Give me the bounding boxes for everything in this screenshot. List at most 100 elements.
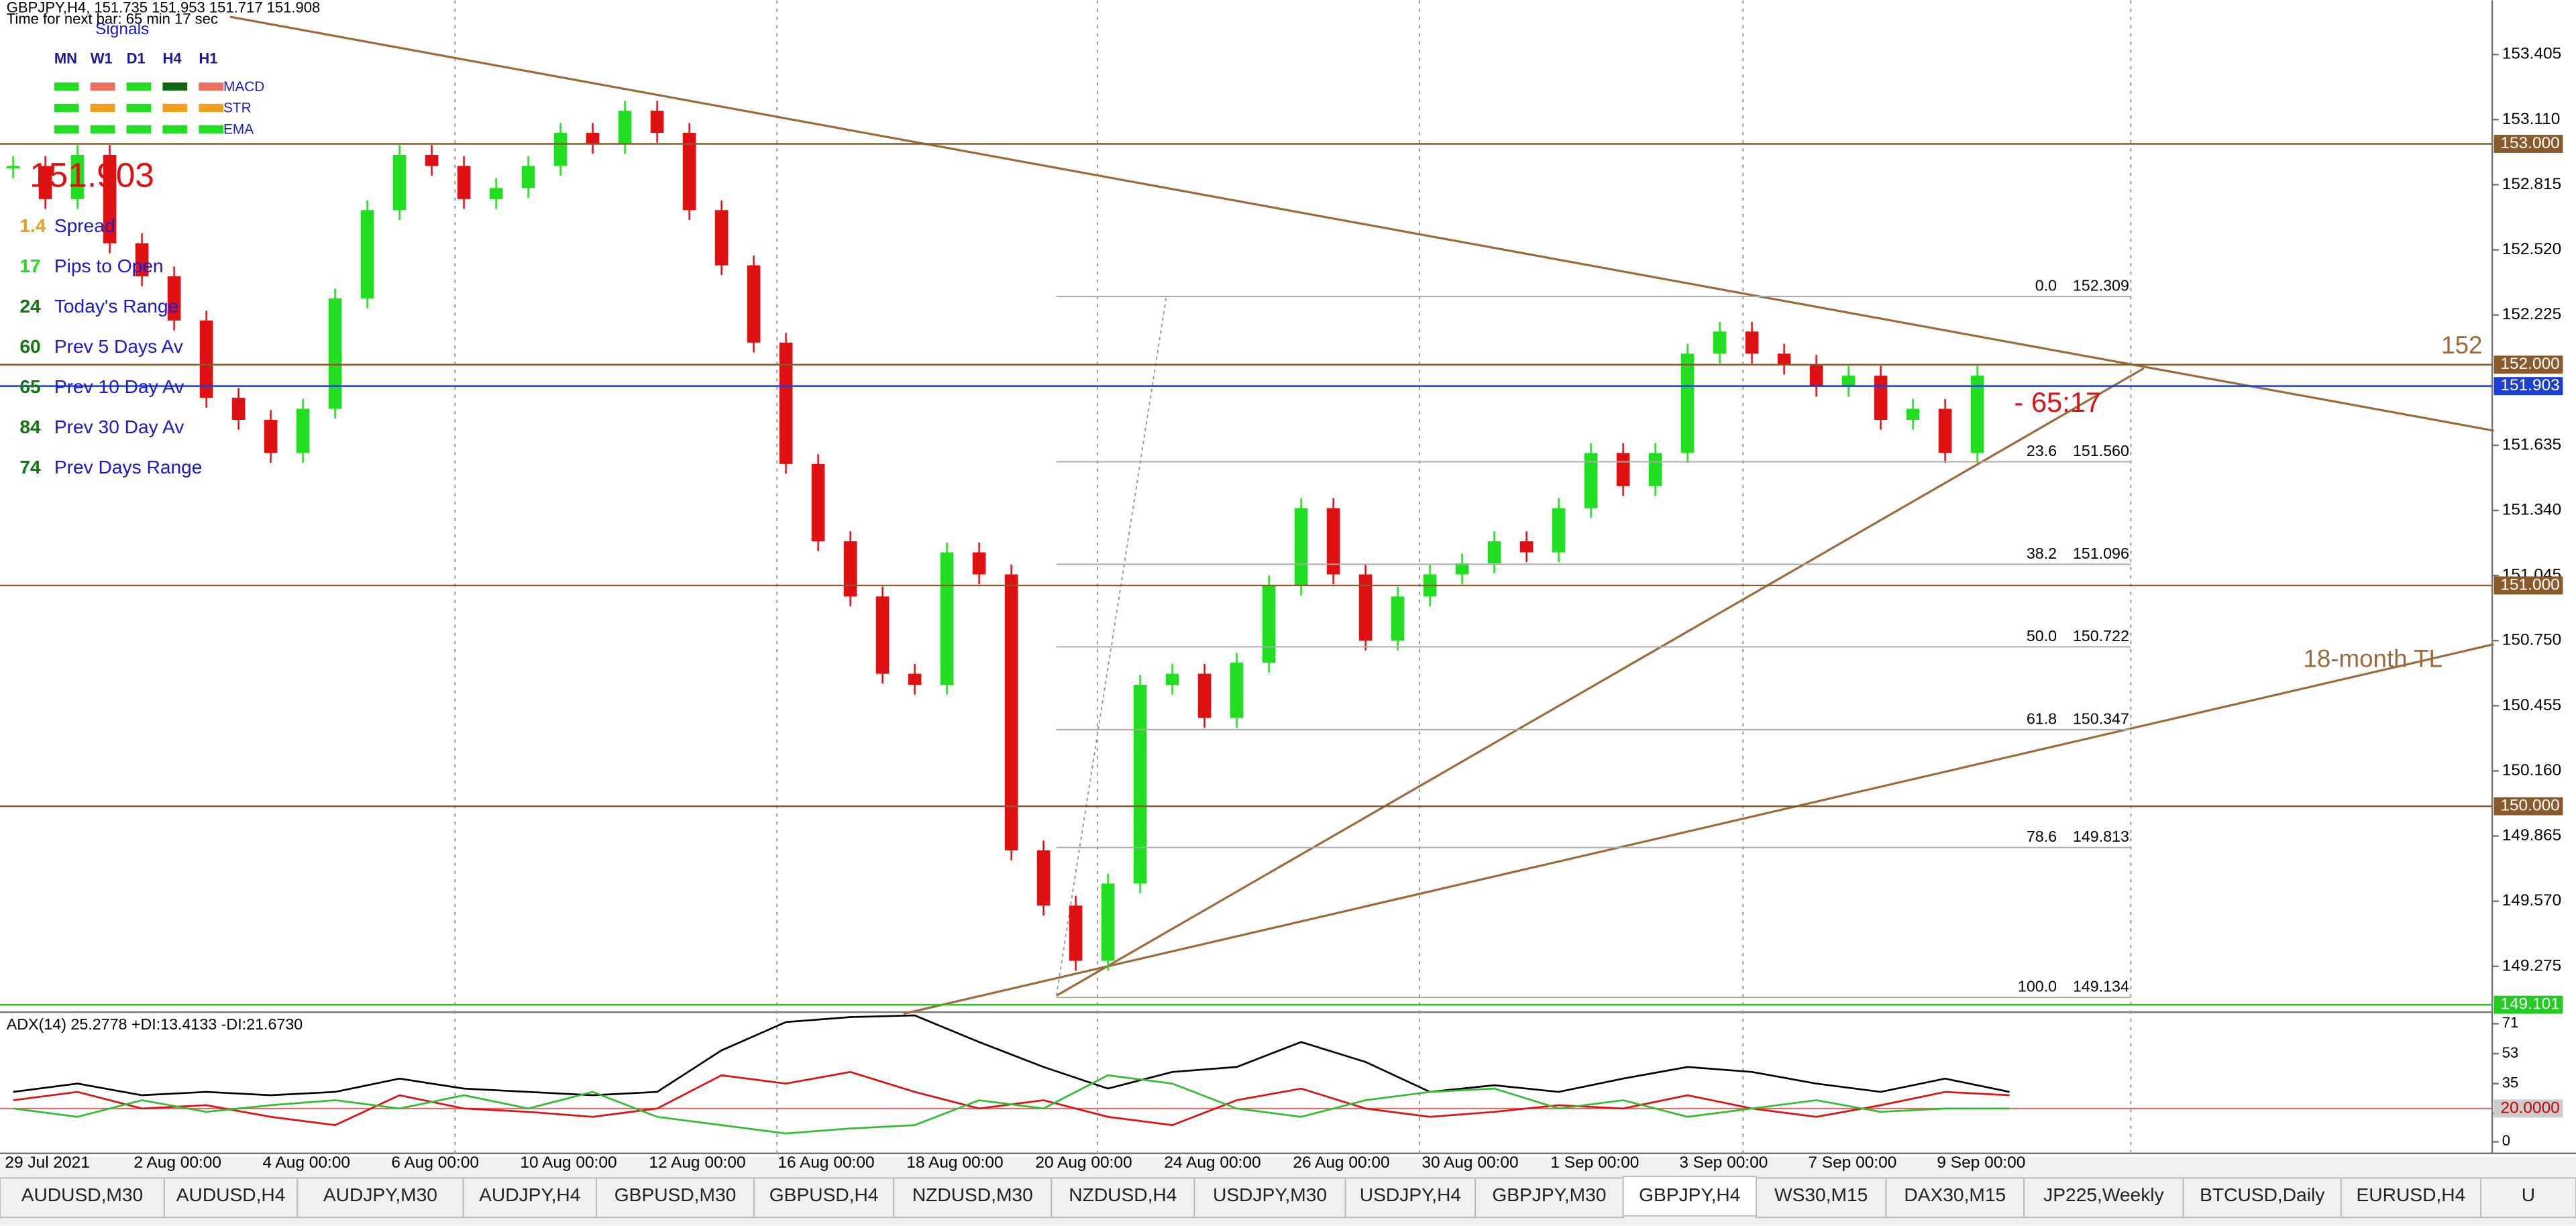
candle-body — [682, 133, 696, 211]
candle-body — [1616, 453, 1630, 486]
tab-label[interactable]: NZDUSD,M30 — [912, 1184, 1033, 1205]
signal-box — [162, 103, 188, 113]
tab[interactable] — [1193, 1177, 1346, 1219]
info-value: 60 — [19, 336, 40, 357]
tab-label[interactable]: AUDUSD,H4 — [176, 1184, 286, 1205]
candle-body — [586, 133, 600, 144]
signal-box — [126, 103, 152, 113]
tab-label[interactable]: GBPUSD,H4 — [769, 1184, 879, 1205]
y-tick-label: 149.570 — [2502, 891, 2561, 909]
tab-label[interactable]: USDJPY,H4 — [1360, 1184, 1461, 1205]
candle-body — [747, 265, 761, 343]
long-trendline — [903, 643, 2494, 1015]
tab-label[interactable]: BTCUSD,Daily — [2200, 1184, 2325, 1205]
tab-label[interactable]: EURUSD,H4 — [2357, 1184, 2466, 1205]
signal-box — [54, 103, 79, 113]
tab[interactable] — [1755, 1177, 1887, 1219]
fib-ratio: 23.6 — [2027, 442, 2057, 459]
y-tick-label: 150.455 — [2502, 696, 2561, 714]
tab[interactable] — [462, 1177, 597, 1219]
level-box — [2493, 995, 2563, 1014]
level-box — [2493, 797, 2563, 816]
x-tick-label: 26 Aug 00:00 — [1293, 1154, 1389, 1172]
tab-label[interactable]: GBPUSD,M30 — [614, 1184, 737, 1205]
adx-title: ADX(14) 25.2778 +DI:13.4133 -DI:21.6730 — [7, 1015, 303, 1033]
info-label: Prev Days Range — [54, 457, 203, 478]
tab-label[interactable]: AUDJPY,H4 — [479, 1184, 580, 1205]
candle-body — [1713, 331, 1727, 354]
tab[interactable] — [2182, 1177, 2342, 1219]
adx-level-box — [2493, 1099, 2563, 1118]
tab-label[interactable]: JP225,Weekly — [2043, 1184, 2164, 1205]
candle-body — [1069, 905, 1083, 961]
tab[interactable] — [297, 1177, 464, 1219]
adx-tick-label: 71 — [2502, 1014, 2519, 1031]
level-label: 153.000 — [2500, 134, 2559, 152]
timeframe-label: W1 — [91, 50, 113, 67]
signal-box — [90, 103, 115, 113]
candle-body — [1519, 541, 1534, 553]
x-tick-label: 10 Aug 00:00 — [520, 1154, 616, 1172]
candle-body — [811, 463, 825, 542]
candle-body — [6, 166, 20, 169]
symbol-line: GBPJPY,H4, 151.735 151.953 151.717 151.9… — [7, 0, 321, 16]
tab[interactable] — [0, 1177, 165, 1219]
tab-label[interactable]: WS30,M15 — [1774, 1184, 1868, 1205]
tab-label[interactable]: NZDUSD,H4 — [1069, 1184, 1177, 1205]
tab[interactable] — [1622, 1176, 1757, 1217]
level-label: 151.903 — [2500, 376, 2559, 394]
candle-body — [875, 596, 890, 674]
y-tick-label: 151.635 — [2502, 435, 2561, 453]
tab[interactable] — [893, 1177, 1053, 1219]
tab-label[interactable]: AUDUSD,M30 — [21, 1184, 144, 1205]
fib-price: 151.560 — [2073, 442, 2129, 459]
descending-trendline — [229, 15, 2494, 432]
candle-body — [1101, 883, 1115, 961]
y-tick-label: 149.275 — [2502, 956, 2561, 974]
candle-body — [392, 154, 407, 211]
tab[interactable] — [2479, 1177, 2576, 1219]
tab-label[interactable]: GBPJPY,M30 — [1492, 1184, 1606, 1205]
signal-box — [199, 125, 224, 133]
candle-body — [1745, 331, 1759, 354]
candle-body — [1584, 453, 1598, 508]
candle-body — [328, 298, 342, 409]
x-tick-label: 29 Jul 2021 — [5, 1154, 90, 1172]
timeframe-label: H4 — [162, 50, 182, 67]
candle-body — [199, 320, 213, 398]
candle-body — [779, 342, 793, 464]
y-tick-label: 152.225 — [2502, 305, 2561, 323]
round-number-label: 152 — [2441, 331, 2482, 359]
tab-label[interactable]: U — [2522, 1184, 2535, 1205]
timeframe-label: MN — [54, 50, 77, 67]
tab[interactable] — [1344, 1177, 1477, 1219]
overlay: 153.405 153.110 152.815 152.520 152.225 151.6… — [0, 45, 2576, 1219]
timeframe-label: D1 — [127, 50, 146, 67]
tab-label[interactable]: AUDJPY,M30 — [323, 1184, 437, 1205]
signal-box — [90, 125, 115, 133]
candle-body — [1970, 376, 1984, 453]
candle-body — [1455, 563, 1469, 575]
tab[interactable] — [1885, 1177, 2025, 1219]
candle-body — [940, 552, 954, 685]
fib-price: 152.309 — [2073, 276, 2129, 294]
info-label: Prev 30 Day Av — [54, 416, 184, 437]
tab[interactable] — [2023, 1177, 2184, 1219]
y-tick-label: 152.815 — [2502, 175, 2561, 193]
level-label: 150.000 — [2500, 797, 2559, 815]
signal-box — [126, 82, 152, 91]
signal-box — [54, 82, 79, 91]
tab-label[interactable]: USDJPY,M30 — [1213, 1184, 1327, 1205]
bar-timer: Time for next bar: 65 min 17 sec — [7, 11, 218, 27]
tab-label[interactable]: GBPJPY,H4 — [1639, 1184, 1740, 1205]
candle-body — [1648, 453, 1662, 486]
level-label: 151.000 — [2500, 575, 2559, 594]
info-value: 65 — [19, 376, 40, 397]
x-tick-label: 7 Sep 00:00 — [1808, 1154, 1896, 1172]
candle-body — [1938, 408, 1952, 453]
tab-label[interactable]: DAX30,M15 — [1904, 1184, 2006, 1205]
adx-tick-label: 35 — [2502, 1074, 2519, 1091]
tab[interactable] — [753, 1177, 895, 1219]
x-tick-label: 12 Aug 00:00 — [649, 1154, 745, 1172]
tab[interactable] — [596, 1177, 755, 1219]
